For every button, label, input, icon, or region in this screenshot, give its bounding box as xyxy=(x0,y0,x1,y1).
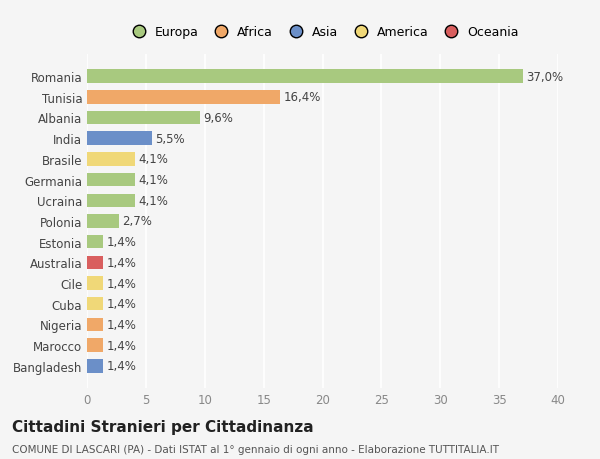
Text: 1,4%: 1,4% xyxy=(107,235,137,249)
Legend: Europa, Africa, Asia, America, Oceania: Europa, Africa, Asia, America, Oceania xyxy=(121,22,524,45)
Bar xyxy=(87,91,280,104)
Text: 37,0%: 37,0% xyxy=(526,70,563,84)
Bar xyxy=(87,235,103,249)
Text: 16,4%: 16,4% xyxy=(284,91,321,104)
Text: 1,4%: 1,4% xyxy=(107,256,137,269)
Text: 2,7%: 2,7% xyxy=(122,215,152,228)
Text: 9,6%: 9,6% xyxy=(203,112,233,125)
Bar xyxy=(87,339,103,352)
Text: 1,4%: 1,4% xyxy=(107,359,137,373)
Text: 4,1%: 4,1% xyxy=(139,153,169,166)
Bar xyxy=(87,174,135,187)
Bar xyxy=(87,132,152,146)
Text: 1,4%: 1,4% xyxy=(107,339,137,352)
Text: 5,5%: 5,5% xyxy=(155,132,185,146)
Text: 1,4%: 1,4% xyxy=(107,297,137,311)
Bar xyxy=(87,112,200,125)
Bar xyxy=(87,70,523,84)
Text: 1,4%: 1,4% xyxy=(107,277,137,290)
Text: 4,1%: 4,1% xyxy=(139,194,169,207)
Bar xyxy=(87,256,103,269)
Bar xyxy=(87,318,103,331)
Text: COMUNE DI LASCARI (PA) - Dati ISTAT al 1° gennaio di ogni anno - Elaborazione TU: COMUNE DI LASCARI (PA) - Dati ISTAT al 1… xyxy=(12,444,499,454)
Text: 1,4%: 1,4% xyxy=(107,318,137,331)
Bar xyxy=(87,215,119,228)
Text: 4,1%: 4,1% xyxy=(139,174,169,187)
Text: Cittadini Stranieri per Cittadinanza: Cittadini Stranieri per Cittadinanza xyxy=(12,419,314,434)
Bar xyxy=(87,297,103,311)
Bar xyxy=(87,359,103,373)
Bar xyxy=(87,277,103,290)
Bar xyxy=(87,194,135,207)
Bar xyxy=(87,153,135,166)
